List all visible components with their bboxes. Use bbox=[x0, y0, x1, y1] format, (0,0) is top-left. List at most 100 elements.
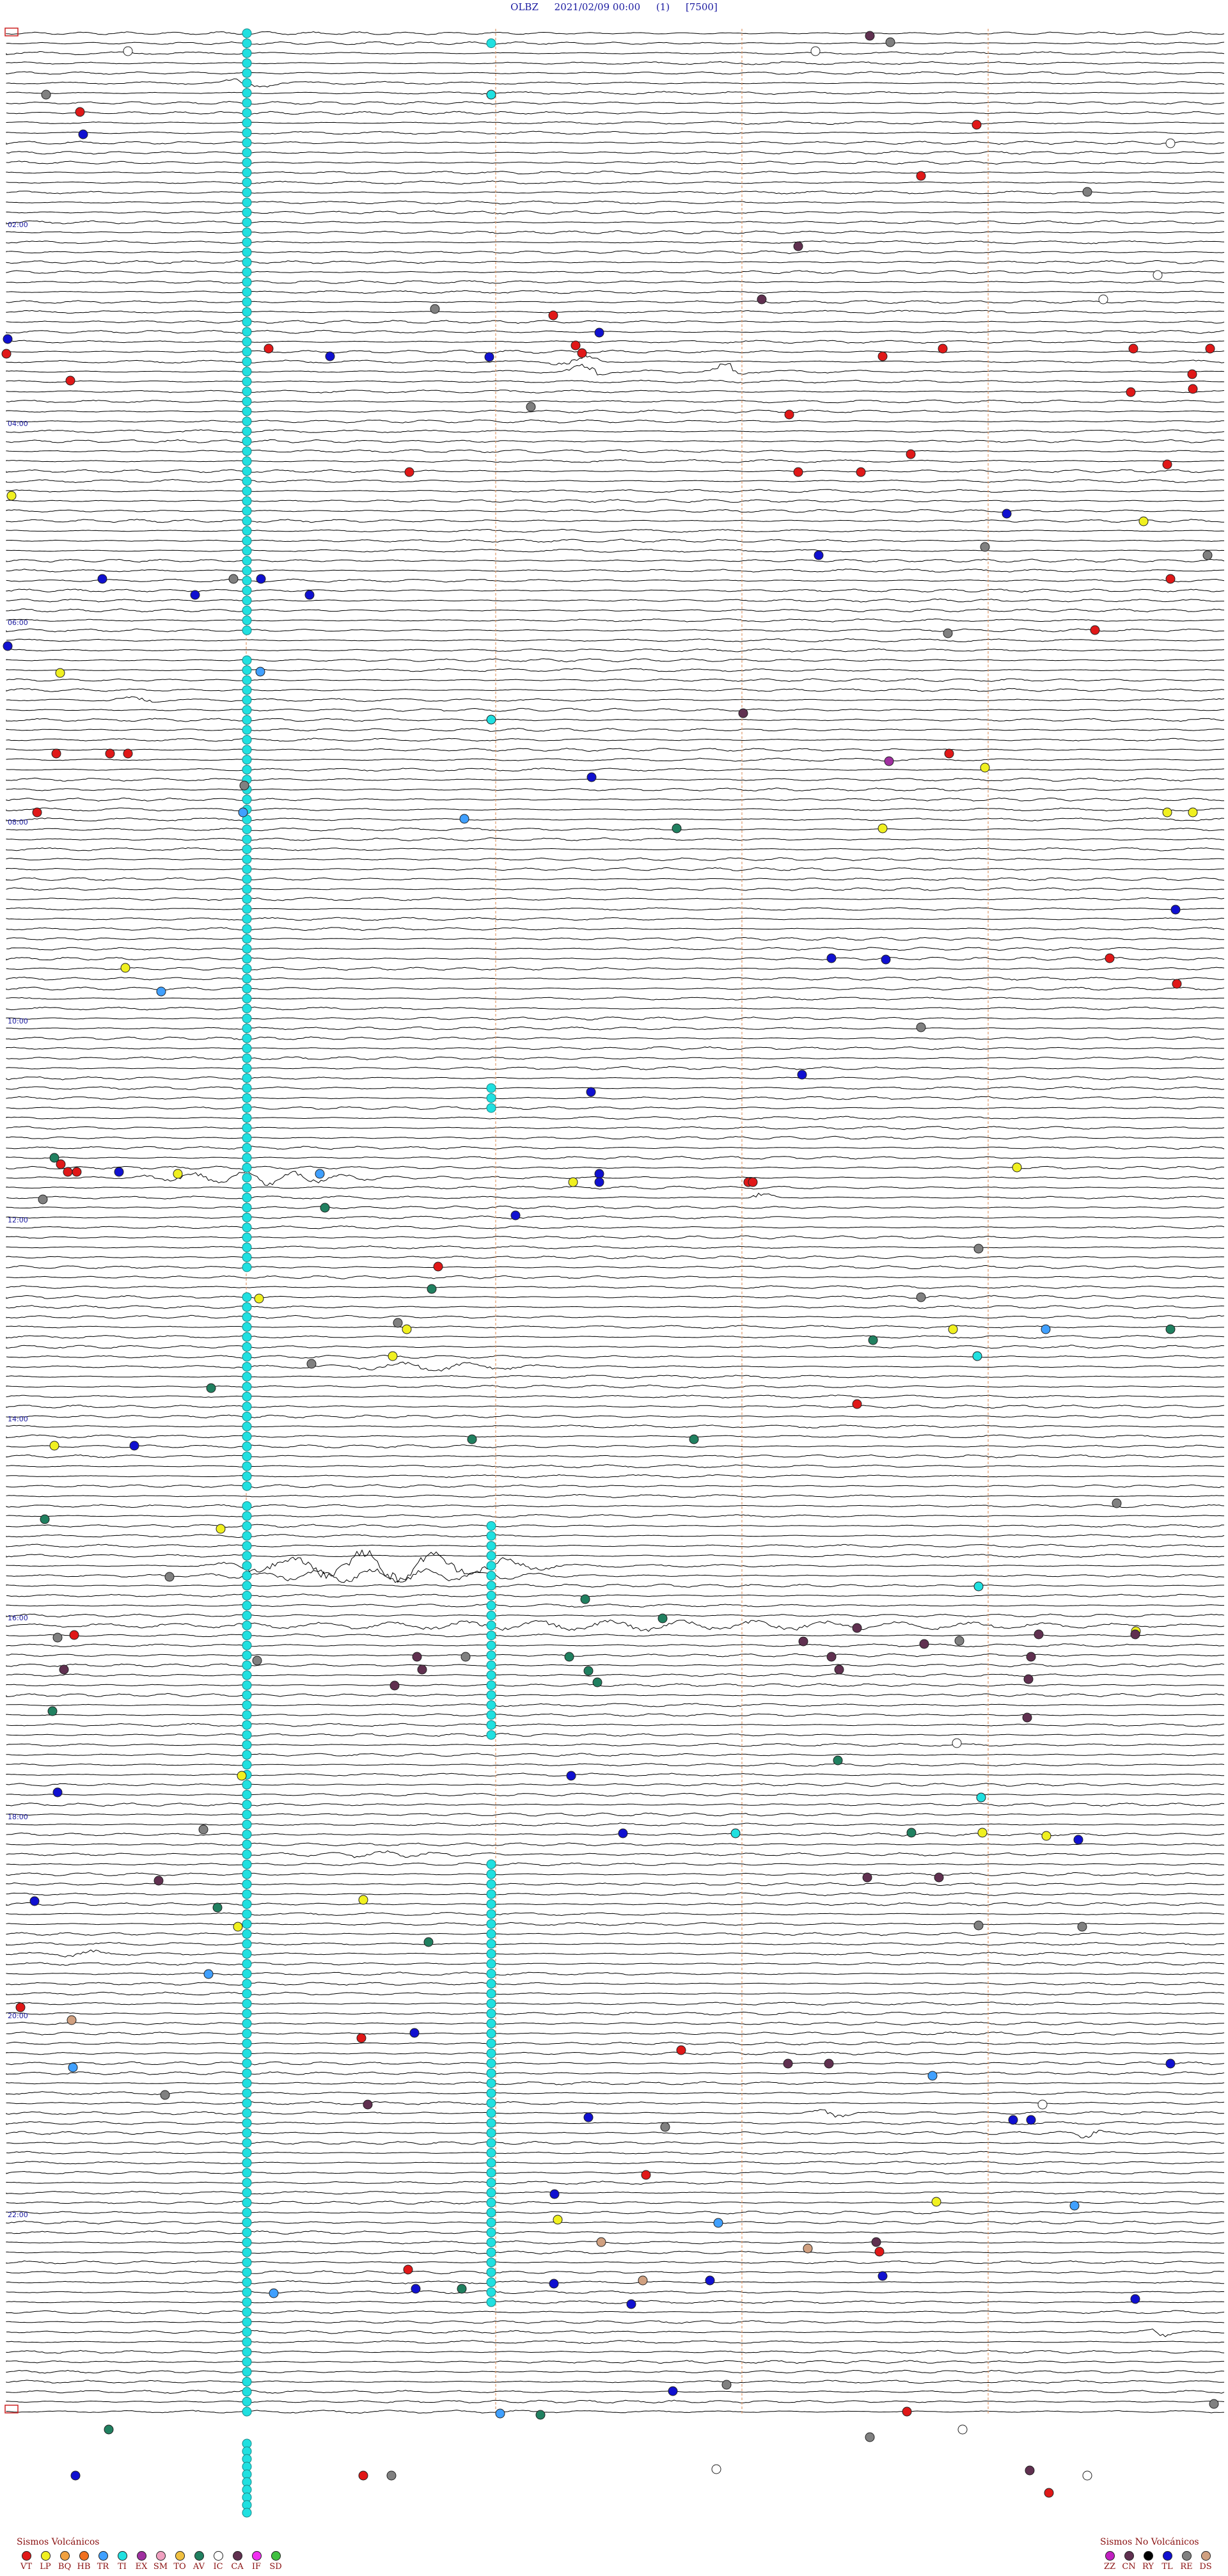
trace-line bbox=[6, 1723, 1225, 1727]
trace-line bbox=[6, 589, 1225, 593]
event-marker bbox=[834, 1664, 844, 1675]
event-marker bbox=[852, 1623, 862, 1633]
trace-line bbox=[6, 2270, 1225, 2275]
legend-volcanic-if-label: IF bbox=[251, 2562, 262, 2572]
tremor-marker bbox=[486, 1581, 496, 1591]
event-marker bbox=[105, 748, 115, 759]
legend-volcanic-sm: SM bbox=[151, 2551, 170, 2572]
legend-volcanic-to-label: TO bbox=[173, 2562, 186, 2572]
tremor-marker bbox=[242, 2177, 252, 2188]
tremor-marker bbox=[242, 675, 252, 685]
trace-line bbox=[6, 558, 1225, 563]
tremor-marker bbox=[242, 496, 252, 506]
event-marker bbox=[417, 1664, 427, 1675]
event-marker bbox=[1022, 1712, 1032, 1723]
tremor-marker bbox=[242, 2108, 252, 2118]
trace-line bbox=[6, 777, 1225, 782]
tremor-marker bbox=[242, 157, 252, 168]
tremor-marker bbox=[242, 1471, 252, 1482]
event-marker bbox=[878, 823, 888, 834]
event-marker bbox=[954, 1636, 964, 1646]
tremor-marker bbox=[242, 1203, 252, 1213]
trace-line bbox=[6, 897, 1225, 901]
tremor-marker bbox=[242, 1292, 252, 1302]
trace-line bbox=[6, 1583, 1224, 1588]
tremor-marker bbox=[486, 1909, 496, 1919]
event-marker bbox=[952, 1738, 962, 1748]
trace-line bbox=[6, 2320, 1225, 2324]
event-marker bbox=[1112, 1498, 1122, 1508]
tremor-marker bbox=[486, 2028, 496, 2039]
trace-line bbox=[6, 1832, 1225, 1837]
trace-line bbox=[6, 807, 1225, 812]
tremor-marker bbox=[242, 1889, 252, 1899]
legend-volcanic-lp: LP bbox=[36, 2551, 55, 2572]
trace-line bbox=[6, 1425, 1225, 1428]
trace-line bbox=[6, 2230, 1225, 2235]
event-marker bbox=[423, 1937, 434, 1947]
tremor-marker bbox=[486, 1959, 496, 1969]
event-marker bbox=[363, 2099, 373, 2110]
trace-line bbox=[6, 1568, 1225, 1583]
event-marker bbox=[548, 310, 558, 320]
legend-volcanic-vt-marker bbox=[21, 2551, 31, 2561]
tremor-marker bbox=[242, 1451, 252, 1462]
trace-line bbox=[6, 1325, 1224, 1329]
event-marker bbox=[586, 1087, 596, 1097]
trace-line bbox=[6, 1106, 1225, 1110]
end-marker bbox=[4, 2405, 19, 2414]
tremor-marker bbox=[242, 1302, 252, 1312]
tremor-marker bbox=[242, 2128, 252, 2138]
event-marker bbox=[594, 328, 604, 338]
trace-line bbox=[6, 1822, 1225, 1827]
trace-line bbox=[6, 1395, 1225, 1399]
tremor-marker bbox=[242, 904, 252, 914]
tremor-marker bbox=[242, 2277, 252, 2288]
tremor-marker bbox=[486, 1919, 496, 1929]
trace-line bbox=[6, 2101, 1225, 2105]
legend-nonvolcanic-ry-marker bbox=[1143, 2551, 1153, 2561]
event-marker bbox=[1130, 2294, 1140, 2304]
tremor-marker bbox=[242, 2138, 252, 2148]
event-marker bbox=[264, 344, 274, 354]
tremor-marker bbox=[242, 963, 252, 974]
trace-line bbox=[6, 1673, 1225, 1677]
trace-line bbox=[6, 1683, 1225, 1687]
tremor-marker bbox=[242, 287, 252, 297]
tremor-marker bbox=[242, 2208, 252, 2218]
start-marker bbox=[4, 28, 19, 36]
event-marker bbox=[592, 1677, 602, 1687]
event-marker bbox=[1202, 550, 1213, 560]
trace-line bbox=[6, 2071, 1225, 2076]
time-label: 18:00 bbox=[8, 1813, 28, 1821]
tremor-marker bbox=[242, 655, 252, 665]
trace-line bbox=[6, 1922, 1225, 1926]
tremor-markers bbox=[242, 28, 496, 2518]
event-marker bbox=[1188, 384, 1198, 394]
event-marker bbox=[427, 1284, 437, 1294]
tremor-marker bbox=[242, 2367, 252, 2377]
event-marker bbox=[577, 348, 587, 358]
event-marker bbox=[626, 2299, 636, 2309]
tremor-marker bbox=[242, 1183, 252, 1193]
event-marker bbox=[868, 1335, 878, 1345]
legend-volcanic-lp-marker bbox=[40, 2551, 51, 2561]
event-marker bbox=[1012, 1162, 1022, 1173]
event-marker bbox=[38, 1194, 48, 1205]
tremor-marker bbox=[242, 993, 252, 1004]
tremor-marker bbox=[242, 1382, 252, 1392]
tremor-marker bbox=[242, 695, 252, 705]
tremor-marker bbox=[242, 1362, 252, 1372]
trace-line bbox=[6, 1086, 1225, 1090]
tremor-marker bbox=[242, 825, 252, 834]
tremor-marker bbox=[242, 1660, 252, 1670]
tremor-marker bbox=[486, 1660, 496, 1670]
trace-line bbox=[6, 1135, 1225, 1140]
tremor-marker bbox=[486, 1561, 496, 1571]
trace-line bbox=[6, 598, 1225, 603]
event-marker bbox=[833, 1755, 843, 1766]
tremor-marker bbox=[486, 1570, 496, 1581]
trace-line bbox=[6, 707, 1225, 712]
trace-line bbox=[6, 2328, 1224, 2337]
trace-line bbox=[6, 1166, 1225, 1170]
